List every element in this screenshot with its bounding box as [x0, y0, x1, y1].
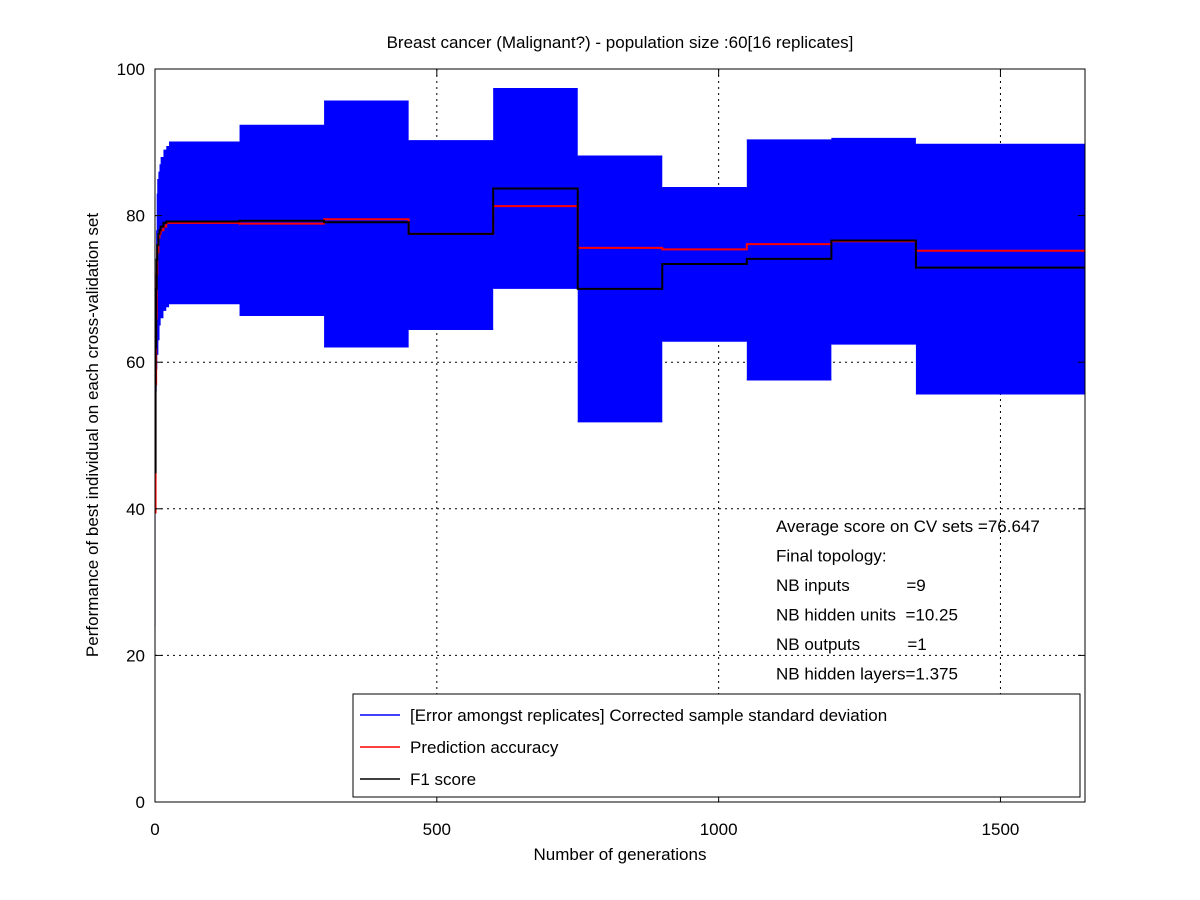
- y-tick-label: 100: [117, 60, 145, 79]
- legend-label: F1 score: [410, 770, 476, 789]
- annotation-line: NB inputs =9: [776, 576, 926, 595]
- annotation-line: NB hidden layers=1.375: [776, 665, 958, 684]
- chart-title: Breast cancer (Malignant?) - population …: [387, 33, 854, 52]
- series-lines-layer: [154, 187, 1085, 514]
- legend-box: [352, 693, 1081, 798]
- legend-label: Prediction accuracy: [410, 738, 559, 757]
- f1-score-line: [154, 187, 1085, 474]
- annotation-line: NB hidden units =10.25: [776, 606, 958, 625]
- legend-label: [Error amongst replicates] Corrected sam…: [410, 706, 887, 725]
- x-axis-label: Number of generations: [534, 845, 707, 864]
- error-band-layer: [155, 88, 1085, 627]
- legend: [Error amongst replicates] Corrected sam…: [352, 693, 1081, 798]
- error-band-area: [155, 88, 1085, 627]
- x-tick-label: 500: [423, 820, 451, 839]
- y-tick-label: 0: [136, 793, 145, 812]
- annotation-line: Final topology:: [776, 547, 887, 566]
- y-tick-label: 20: [126, 646, 145, 665]
- plot-frame: [154, 68, 1086, 803]
- axis-ticks: 0 500 1000 1500 0 20 40 60 80 100: [117, 60, 1085, 839]
- annotation-block: Average score on CV sets =76.647 Final to…: [776, 517, 1040, 684]
- x-tick-label: 0: [150, 820, 159, 839]
- y-tick-label: 80: [126, 207, 145, 226]
- y-tick-label: 60: [126, 353, 145, 372]
- x-tick-label: 1500: [982, 820, 1020, 839]
- annotation-line: NB outputs =1: [776, 635, 927, 654]
- y-axis-label: Performance of best individual on each c…: [83, 213, 102, 657]
- x-tick-label: 1000: [700, 820, 738, 839]
- annotation-line: Average score on CV sets =76.647: [776, 517, 1040, 536]
- y-tick-label: 40: [126, 500, 145, 519]
